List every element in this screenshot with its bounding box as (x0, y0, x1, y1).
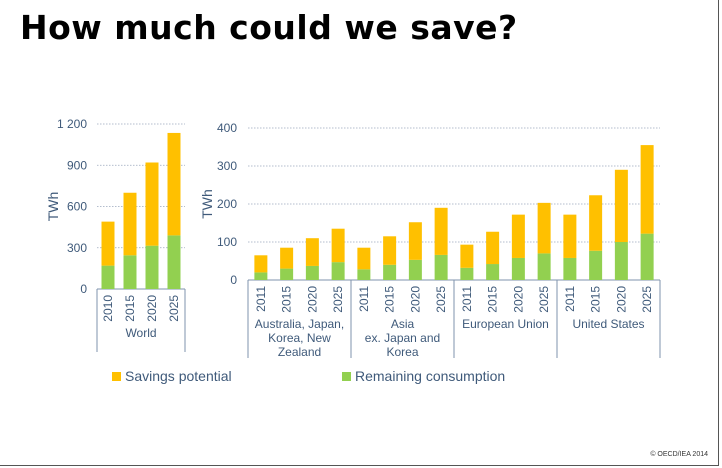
y-tick-label: 1 200 (57, 117, 87, 131)
legend-swatch-savings (112, 371, 121, 381)
y-tick-label: 900 (67, 158, 87, 172)
bar-remaining (167, 235, 181, 289)
bar-remaining (408, 259, 422, 280)
x-tick-label: 2025 (167, 295, 181, 322)
bar-remaining (589, 250, 603, 280)
bar-remaining (101, 265, 115, 289)
group-label: ex. Japan and (365, 331, 440, 345)
legend-item-savings: Savings potential (112, 368, 232, 384)
x-tick-label: 2015 (589, 286, 603, 313)
bar-remaining (280, 268, 294, 280)
bar-savings (123, 192, 137, 256)
page-title: How much could we save? (20, 8, 518, 47)
bar-remaining (460, 267, 474, 280)
group-label: Korea (386, 345, 418, 359)
bar-savings (460, 244, 474, 268)
x-tick-label: 2011 (357, 286, 371, 312)
bar-savings (563, 214, 577, 258)
bar-remaining (254, 272, 268, 280)
bar-remaining (511, 257, 525, 280)
x-tick-label: 2010 (101, 295, 115, 322)
x-tick-label: 2020 (408, 286, 422, 313)
bar-remaining (434, 254, 448, 280)
group-label: World (125, 326, 156, 340)
bar-remaining (486, 264, 500, 280)
bar-savings (486, 231, 500, 265)
x-tick-label: 2011 (254, 286, 268, 312)
x-tick-label: 2025 (640, 286, 654, 313)
bar-savings (434, 207, 448, 255)
bar-savings (383, 236, 397, 265)
bar-remaining (357, 269, 371, 280)
y-tick-label: 300 (67, 241, 87, 255)
bar-remaining (537, 253, 551, 280)
x-tick-label: 2025 (537, 286, 551, 313)
y-tick-label: 0 (80, 282, 87, 296)
x-tick-label: 2020 (145, 295, 159, 322)
bar-remaining (640, 233, 654, 280)
x-tick-label: 2020 (614, 286, 628, 313)
group-label: European Union (462, 317, 549, 331)
y-tick-label: 600 (67, 200, 87, 214)
y-tick-label: 100 (217, 235, 237, 249)
bar-savings (145, 162, 159, 246)
group-label: Australia, Japan, (255, 317, 344, 331)
x-tick-label: 2020 (305, 286, 319, 313)
bar-savings (614, 169, 628, 242)
bar-savings (167, 132, 181, 236)
copyright: © OECD/IEA 2014 (650, 451, 708, 458)
group-label: Asia (391, 317, 415, 331)
bar-savings (331, 228, 345, 263)
bar-remaining (145, 245, 159, 289)
bar-remaining (563, 257, 577, 280)
bar-savings (408, 222, 422, 260)
x-tick-label: 2015 (383, 286, 397, 313)
bar-remaining (305, 265, 319, 280)
bar-remaining (331, 262, 345, 280)
bar-savings (101, 221, 115, 266)
bar-remaining (614, 242, 628, 280)
legend-label: Remaining consumption (355, 368, 506, 384)
legend-swatch-remaining (342, 371, 351, 381)
bar-savings (305, 238, 319, 266)
y-tick-label: 400 (217, 121, 237, 135)
x-tick-label: 2015 (486, 286, 500, 313)
legend-item-remaining: Remaining consumption (342, 368, 505, 384)
y-axis-title: TWh (45, 192, 61, 222)
bar-remaining (123, 255, 137, 289)
group-label: Zealand (278, 345, 321, 359)
bar-savings (640, 145, 654, 234)
legend-label: Savings potential (125, 368, 232, 384)
x-tick-label: 2020 (511, 286, 525, 313)
y-tick-label: 200 (217, 197, 237, 211)
group-label: United States (572, 317, 644, 331)
bar-savings (537, 202, 551, 254)
y-axis-title: TWh (199, 189, 215, 219)
x-tick-label: 2011 (563, 286, 577, 312)
y-tick-label: 0 (230, 273, 237, 287)
y-tick-label: 300 (217, 159, 237, 173)
x-tick-label: 2015 (280, 286, 294, 313)
bar-savings (589, 195, 603, 251)
bar-savings (280, 247, 294, 269)
bar-savings (357, 247, 371, 270)
bar-remaining (383, 264, 397, 280)
bar-savings (511, 214, 525, 258)
x-tick-label: 2025 (331, 286, 345, 313)
x-tick-label: 2025 (434, 286, 448, 313)
x-tick-label: 2011 (460, 286, 474, 312)
x-tick-label: 2015 (123, 295, 137, 322)
group-label: Korea, New (268, 331, 331, 345)
bar-savings (254, 255, 268, 273)
